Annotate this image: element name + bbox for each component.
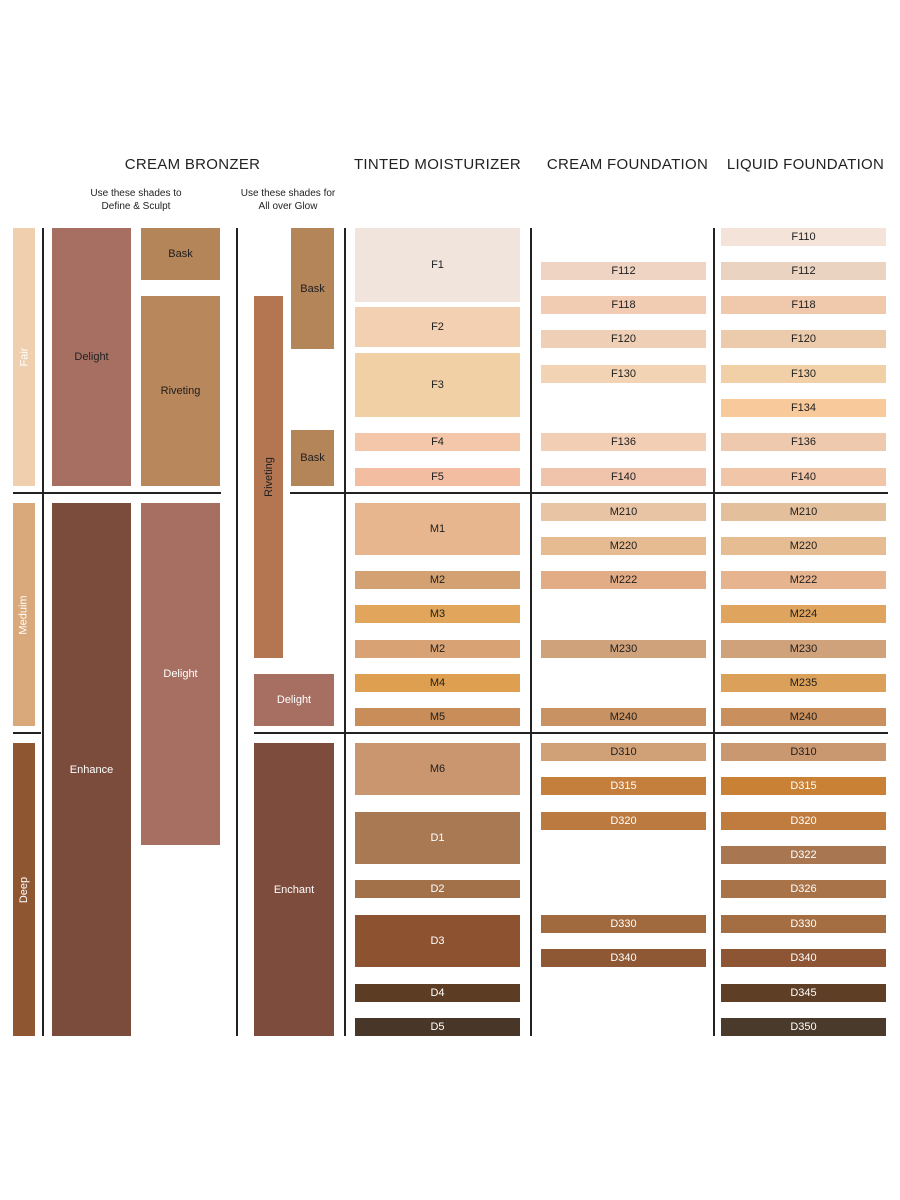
divider-fair-medium-left: [13, 492, 221, 494]
liquid-f140: F140: [721, 468, 886, 486]
liquid-f120: F120: [721, 330, 886, 348]
liquid-d320: D320: [721, 812, 886, 830]
liquid-f136: F136: [721, 433, 886, 451]
bronzer-define-delight: Delight: [52, 228, 131, 486]
tinted-d3: D3: [355, 915, 520, 967]
liquid-m230: M230: [721, 640, 886, 658]
divider-before-tinted: [344, 228, 346, 1036]
liquid-f130: F130: [721, 365, 886, 383]
cream-f130: F130: [541, 365, 706, 383]
liquid-m222: M222: [721, 571, 886, 589]
bronzer-glow-enchant: Enchant: [254, 743, 334, 1036]
tinted-f5: F5: [355, 468, 520, 486]
divider-medium-deep-left: [13, 732, 41, 734]
bronzer-glow-riveting-label: Riveting: [262, 457, 275, 497]
cream-m210: M210: [541, 503, 706, 521]
fair-group-bar: Fair: [13, 228, 35, 486]
liquid-d340: D340: [721, 949, 886, 967]
liquid-d330: D330: [721, 915, 886, 933]
cream-f112: F112: [541, 262, 706, 280]
cream-m240: M240: [541, 708, 706, 726]
divider-left: [42, 228, 44, 1036]
liquid-foundation-header: LIQUID FOUNDATION: [726, 156, 885, 173]
liquid-m235: M235: [721, 674, 886, 692]
liquid-d345: D345: [721, 984, 886, 1002]
cream-f140: F140: [541, 468, 706, 486]
bronzer-define-enhance: Enhance: [52, 503, 131, 1036]
tinted-f4: F4: [355, 433, 520, 451]
deep-group-bar: Deep: [13, 743, 35, 1036]
tinted-f2: F2: [355, 307, 520, 347]
tinted-m2-b: M2: [355, 640, 520, 658]
tinted-m6: M6: [355, 743, 520, 795]
liquid-d350: D350: [721, 1018, 886, 1036]
tinted-d5: D5: [355, 1018, 520, 1036]
cream-d315: D315: [541, 777, 706, 795]
define-line-1: Use these shades to: [90, 188, 182, 199]
deep-group-label: Deep: [18, 876, 31, 903]
liquid-d315: D315: [721, 777, 886, 795]
cream-d320: D320: [541, 812, 706, 830]
tinted-m5: M5: [355, 708, 520, 726]
fair-group-label: Fair: [17, 347, 30, 367]
tinted-moisturizer-header: TINTED MOISTURIZER: [353, 156, 522, 173]
liquid-f118: F118: [721, 296, 886, 314]
tinted-m3: M3: [355, 605, 520, 623]
tinted-f3: F3: [355, 353, 520, 417]
divider-before-cream: [530, 228, 532, 1036]
glow-line-1: Use these shades for: [240, 188, 336, 199]
cream-d330: D330: [541, 915, 706, 933]
divider-bronzer-mid: [236, 228, 238, 1036]
cream-d310: D310: [541, 743, 706, 761]
divider-before-liquid: [713, 228, 715, 1036]
liquid-f134: F134: [721, 399, 886, 417]
cream-m230: M230: [541, 640, 706, 658]
tinted-f1: F1: [355, 228, 520, 302]
bronzer-define-riveting: Riveting: [141, 296, 220, 486]
cream-d340: D340: [541, 949, 706, 967]
bronzer-glow-riveting: Riveting: [254, 296, 283, 658]
liquid-d326: D326: [721, 880, 886, 898]
liquid-d322: D322: [721, 846, 886, 864]
cream-f120: F120: [541, 330, 706, 348]
cream-foundation-header: CREAM FOUNDATION: [546, 156, 709, 173]
medium-group-bar: Meduim: [13, 503, 35, 726]
tinted-d2: D2: [355, 880, 520, 898]
all-over-glow-subheader: Use these shades for All over Glow: [220, 187, 356, 213]
cream-m222: M222: [541, 571, 706, 589]
tinted-m2: M2: [355, 571, 520, 589]
tinted-d4: D4: [355, 984, 520, 1002]
liquid-m224: M224: [721, 605, 886, 623]
bronzer-define-delight-2: Delight: [141, 503, 220, 845]
cream-f136: F136: [541, 433, 706, 451]
bronzer-glow-delight: Delight: [254, 674, 334, 726]
tinted-m1: M1: [355, 503, 520, 555]
medium-group-label: Meduim: [18, 594, 30, 635]
divider-medium-deep-right: [254, 732, 888, 734]
tinted-m4: M4: [355, 674, 520, 692]
liquid-d310: D310: [721, 743, 886, 761]
tinted-d1: D1: [355, 812, 520, 864]
liquid-f110: F110: [721, 228, 886, 246]
bronzer-define-bask: Bask: [141, 228, 220, 280]
bronzer-glow-bask-1: Bask: [291, 228, 334, 349]
liquid-m220: M220: [721, 537, 886, 555]
liquid-f112: F112: [721, 262, 886, 280]
bronzer-glow-bask-2: Bask: [291, 430, 334, 486]
glow-line-2: All over Glow: [258, 201, 318, 212]
divider-fair-medium-right: [290, 492, 888, 494]
cream-m220: M220: [541, 537, 706, 555]
liquid-m240: M240: [721, 708, 886, 726]
cream-bronzer-header: CREAM BRONZER: [124, 156, 261, 173]
cream-f118: F118: [541, 296, 706, 314]
define-line-2: Define & Sculpt: [101, 201, 171, 212]
liquid-m210: M210: [721, 503, 886, 521]
define-sculpt-subheader: Use these shades to Define & Sculpt: [68, 187, 204, 213]
